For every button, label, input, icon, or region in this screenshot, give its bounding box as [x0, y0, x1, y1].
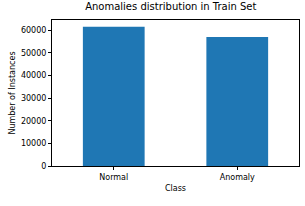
svg-text:60000: 60000 — [21, 26, 46, 35]
svg-text:20000: 20000 — [21, 117, 46, 126]
svg-text:Anomaly: Anomaly — [220, 173, 255, 182]
svg-text:Normal: Normal — [99, 173, 128, 182]
svg-text:0: 0 — [41, 162, 46, 171]
svg-text:40000: 40000 — [21, 71, 46, 80]
svg-text:50000: 50000 — [21, 49, 46, 58]
svg-text:Number of Instances: Number of Instances — [8, 51, 17, 134]
svg-text:Anomalies distribution in Trai: Anomalies distribution in Train Set — [85, 1, 256, 12]
svg-text:Class: Class — [165, 184, 186, 193]
svg-text:30000: 30000 — [21, 94, 46, 103]
svg-text:10000: 10000 — [21, 139, 46, 148]
